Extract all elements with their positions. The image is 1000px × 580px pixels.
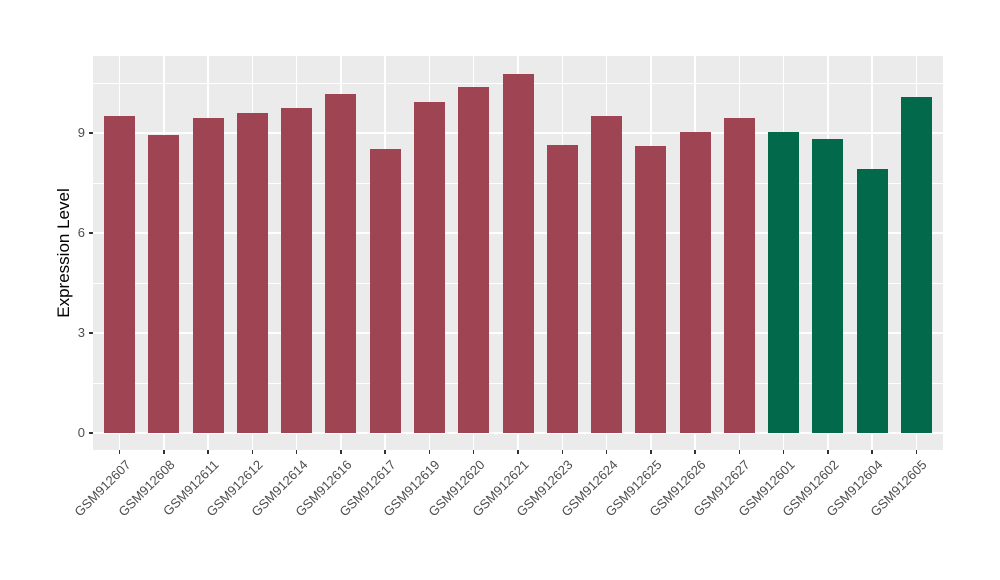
bar-GSM912605 xyxy=(900,97,932,433)
y-tick-label: 0 xyxy=(77,425,85,440)
y-tick-mark xyxy=(89,132,93,134)
y-tick-mark xyxy=(89,232,93,234)
bar-GSM912624 xyxy=(591,116,623,433)
bar-GSM912602 xyxy=(812,139,844,433)
bar-GSM912625 xyxy=(635,145,667,433)
bar-GSM912607 xyxy=(104,115,136,433)
x-tick-mark xyxy=(738,450,741,454)
bar-GSM912623 xyxy=(546,144,578,433)
y-tick-label: 3 xyxy=(77,325,85,340)
x-tick-mark xyxy=(561,450,564,454)
bar-GSM912616 xyxy=(325,94,357,433)
x-tick-mark xyxy=(472,450,475,454)
x-tick-mark xyxy=(118,450,121,454)
bar-GSM912601 xyxy=(768,132,800,433)
x-tick-mark xyxy=(650,450,652,454)
bar-GSM912612 xyxy=(236,112,268,433)
x-tick-mark xyxy=(605,450,608,454)
x-tick-mark xyxy=(384,450,386,454)
x-tick-mark xyxy=(782,450,785,454)
bar-GSM912614 xyxy=(281,108,313,433)
y-tick-mark xyxy=(89,432,93,434)
bar-GSM912620 xyxy=(458,86,490,433)
bar-GSM912608 xyxy=(148,135,180,433)
x-tick-mark xyxy=(428,450,431,454)
bar-GSM912619 xyxy=(413,101,445,433)
x-tick-mark xyxy=(694,450,696,454)
y-tick-label: 9 xyxy=(77,125,85,140)
x-tick-mark xyxy=(340,450,342,454)
x-tick-mark xyxy=(163,450,165,454)
bar-GSM912617 xyxy=(369,148,401,433)
y-tick-label: 6 xyxy=(77,225,85,240)
x-tick-mark xyxy=(295,450,298,454)
bar-GSM912604 xyxy=(856,168,888,433)
x-tick-mark xyxy=(871,450,873,454)
x-tick-mark xyxy=(915,450,918,454)
x-tick-mark xyxy=(251,450,254,454)
x-tick-mark xyxy=(207,450,209,454)
y-axis-title: Expression Level xyxy=(54,188,73,318)
y-tick-mark xyxy=(89,332,93,334)
bar-GSM912611 xyxy=(192,117,224,433)
x-tick-mark xyxy=(827,450,829,454)
x-tick-mark xyxy=(517,450,519,454)
bar-GSM912626 xyxy=(679,132,711,433)
bar-GSM912621 xyxy=(502,74,534,433)
plot-panel xyxy=(93,56,943,450)
bar-GSM912627 xyxy=(723,118,755,433)
